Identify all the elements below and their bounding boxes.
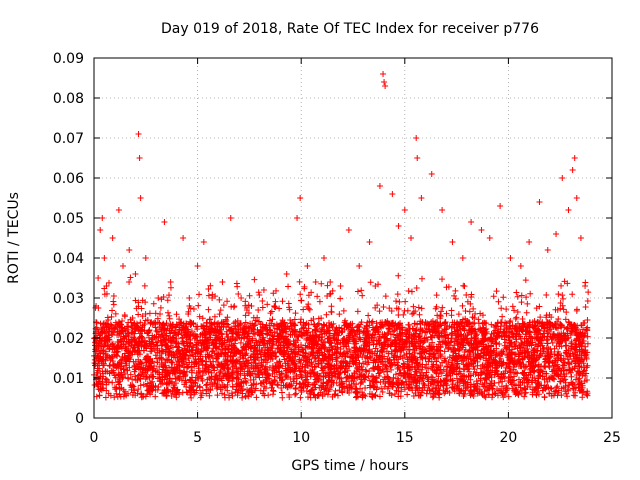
- roti-point: [354, 308, 361, 315]
- roti-point: [212, 293, 219, 300]
- roti-point: [509, 322, 516, 329]
- roti-point: [569, 291, 576, 298]
- roti-point: [502, 339, 509, 346]
- roti-point: [340, 307, 347, 314]
- roti-point: [511, 307, 518, 314]
- roti-point: [500, 294, 507, 301]
- roti-point: [272, 298, 279, 305]
- roti-point: [418, 305, 425, 312]
- roti-point: [199, 315, 206, 322]
- roti-point: [110, 301, 117, 308]
- data-points: [91, 71, 592, 401]
- roti-point: [421, 364, 428, 371]
- roti-point: [149, 378, 156, 385]
- roti-point: [132, 373, 139, 380]
- roti-point: [514, 309, 521, 316]
- roti-point: [498, 305, 505, 312]
- roti-point: [324, 391, 331, 398]
- roti-point: [585, 289, 592, 296]
- roti-point: [470, 305, 477, 312]
- roti-point: [205, 306, 212, 313]
- roti-point: [582, 303, 589, 310]
- roti-point: [217, 307, 224, 314]
- roti-point: [293, 380, 300, 387]
- roti-point: [137, 382, 144, 389]
- roti-point: [455, 311, 462, 318]
- roti-point: [245, 310, 252, 317]
- roti-point: [276, 305, 283, 312]
- roti-point: [269, 391, 276, 398]
- roti-point: [127, 371, 134, 378]
- roti-point: [445, 283, 452, 290]
- roti-point: [111, 394, 118, 401]
- roti-point: [135, 386, 142, 393]
- roti-point: [306, 306, 313, 313]
- roti-point: [468, 294, 475, 301]
- roti-point: [408, 288, 415, 295]
- roti-point: [425, 365, 432, 372]
- roti-point: [279, 394, 286, 401]
- roti-point: [512, 315, 519, 322]
- roti-point: [464, 379, 471, 386]
- roti-point: [195, 302, 202, 309]
- roti-point: [186, 303, 193, 310]
- roti-point: [401, 386, 408, 393]
- roti-point: [150, 300, 157, 307]
- roti-point: [358, 287, 365, 294]
- roti-point: [521, 393, 528, 400]
- roti-point: [188, 394, 195, 401]
- roti-point: [153, 327, 160, 334]
- roti-point: [146, 310, 153, 317]
- roti-point: [495, 298, 502, 305]
- roti-point: [259, 298, 266, 305]
- roti-point: [103, 353, 110, 360]
- roti-point: [178, 377, 185, 384]
- roti-point: [164, 297, 171, 304]
- roti-point: [489, 394, 496, 401]
- roti-point: [584, 317, 591, 324]
- roti-point: [463, 292, 470, 299]
- roti-point: [382, 365, 389, 372]
- roti-point: [581, 367, 588, 374]
- roti-point: [224, 387, 231, 394]
- roti-point: [448, 338, 455, 345]
- roti-point: [388, 366, 395, 373]
- roti-point: [584, 340, 591, 347]
- roti-point: [405, 287, 412, 294]
- roti-point: [163, 393, 170, 400]
- roti-point: [270, 388, 277, 395]
- roti-point: [555, 291, 562, 298]
- roti-point: [537, 314, 544, 321]
- roti-point: [466, 308, 473, 315]
- roti-point: [167, 284, 174, 291]
- roti-point: [493, 288, 500, 295]
- roti-point: [127, 274, 134, 281]
- roti-point: [220, 302, 227, 309]
